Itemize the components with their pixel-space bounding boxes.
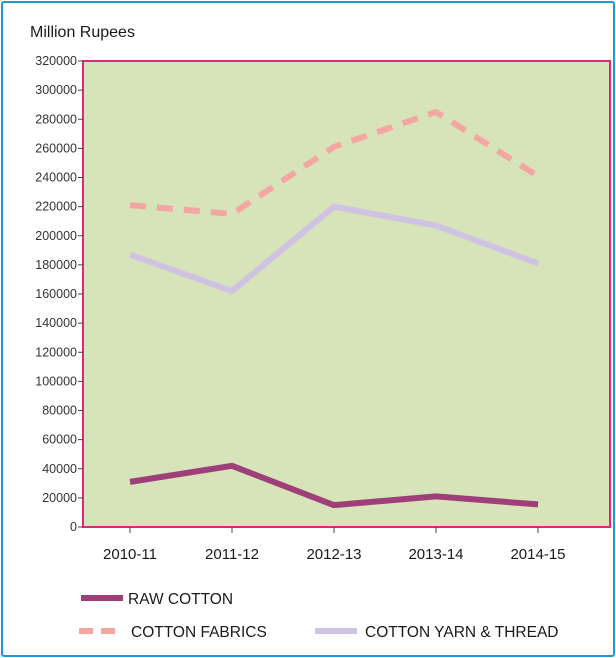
x-axis: 2010-11 2011-12 2012-13 2013-14 2014-15 [103,527,566,563]
x-tick-label: 2010-11 [103,546,157,563]
y-tick-label: 240000 [35,171,77,185]
y-tick-label: 120000 [35,345,77,359]
y-tick-label: 60000 [42,433,77,447]
legend-label: COTTON YARN & THREAD [365,624,559,641]
legend-label: RAW COTTON [128,591,233,608]
y-tick-label: 160000 [35,287,77,301]
line-chart: Million Rupees 0 20000 40000 60000 80000 1000… [30,24,611,641]
y-tick-label: 100000 [35,374,77,388]
y-axis: 0 20000 40000 60000 80000 100000 120000 140000 1… [35,54,83,534]
x-tick-label: 2013-14 [408,546,463,563]
y-tick-label: 300000 [35,83,77,97]
series-line-cotton-fabrics [129,108,540,217]
plot-area [82,60,611,528]
legend: RAW COTTON COTTON FABRICS COTTON YARN & TH… [79,591,559,641]
x-tick-label: 2014-15 [510,546,565,563]
series-line-cotton-yarn-thread [128,203,540,295]
series-layer [128,108,540,509]
y-tick-label: 140000 [35,316,77,330]
y-tick-label: 260000 [35,141,77,155]
y-tick-label: 200000 [35,229,77,243]
y-tick-label: 80000 [42,404,77,418]
y-tick-label: 180000 [35,258,77,272]
y-tick-label: 0 [70,520,77,534]
x-tick-label: 2011-12 [205,546,259,563]
y-tick-label: 20000 [42,491,77,505]
legend-label: COTTON FABRICS [131,624,267,641]
y-tick-label: 40000 [42,462,77,476]
series-line-raw-cotton [129,462,539,509]
y-tick-label: 320000 [35,54,77,68]
y-tick-label: 220000 [35,200,77,214]
x-tick-label: 2012-13 [306,546,361,563]
y-axis-unit-label: Million Rupees [30,24,135,41]
y-tick-label: 280000 [35,112,77,126]
